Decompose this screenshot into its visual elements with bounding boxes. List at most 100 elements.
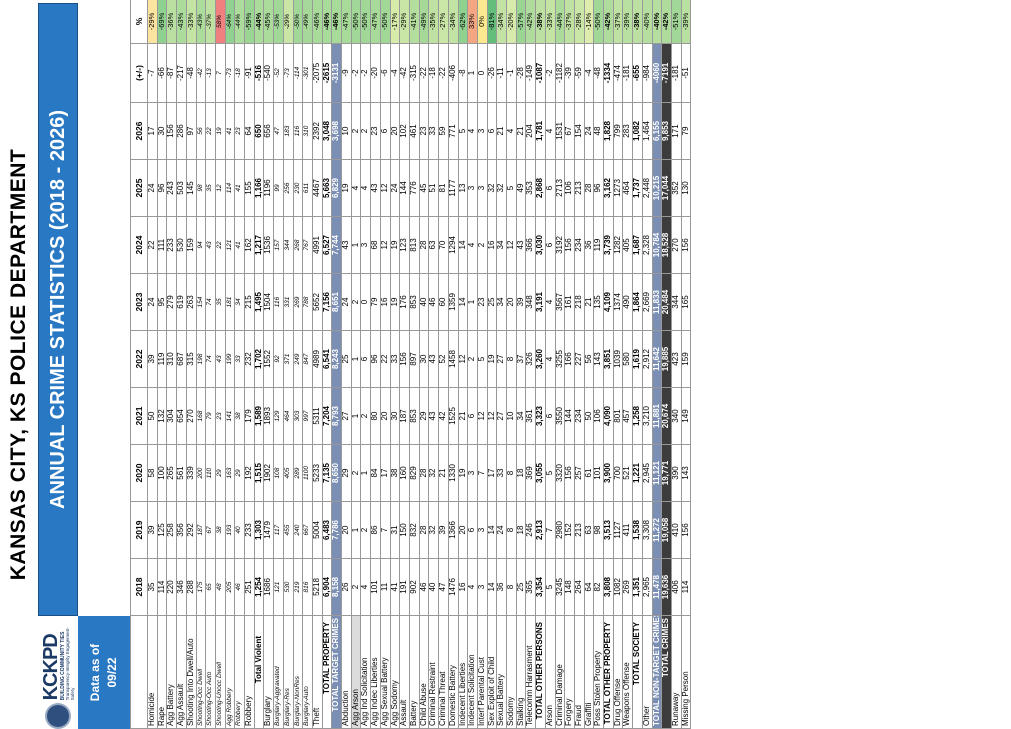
value-cell: 7,744 <box>331 216 342 274</box>
value-cell: 8,793 <box>331 387 342 445</box>
value-cell: 11,272 <box>652 501 662 559</box>
value-cell: 801 <box>613 387 623 445</box>
value-cell: 12 <box>477 387 488 445</box>
value-cell: 220 <box>166 558 177 616</box>
value-cell: 157 <box>273 216 284 274</box>
value-cell: 3 <box>477 159 488 217</box>
row-label: Shooting-Occ Dwell <box>196 615 206 729</box>
value-cell: 110 <box>205 444 216 502</box>
value-cell: 331 <box>283 273 294 331</box>
value-cell: 20,484 <box>661 273 672 331</box>
value-cell: 3,048 <box>322 102 332 160</box>
row-label: Robbery <box>234 615 245 729</box>
value-cell: 154 <box>574 102 585 160</box>
value-cell: 28 <box>419 444 429 502</box>
value-cell: 34 <box>496 273 507 331</box>
value-cell: 20 <box>506 273 517 331</box>
value-cell: 29 <box>215 444 226 502</box>
value-cell: 19 <box>458 444 468 502</box>
value-cell: 43 <box>428 330 439 388</box>
value-cell: 129 <box>273 387 284 445</box>
table-row: TOTAL PROPERTY 6,904 6,483 7,135 7,204 6,541 7… <box>322 0 332 729</box>
table-row: Domestic Battery 1476 1366 1330 1525 1458 1359… <box>448 0 458 729</box>
value-cell: 269 <box>293 273 303 331</box>
value-cell: 3,808 <box>603 558 614 616</box>
value-cell: 227 <box>574 330 585 388</box>
table-row: Assault 191 150 160 187 156 176 123 144 102 -42 -29… <box>399 0 410 729</box>
value-cell: 121 <box>225 216 235 274</box>
value-cell: 38 <box>390 444 400 502</box>
value-cell: 4 <box>545 330 556 388</box>
kckpd-logo: KCKPD BUILDING COMMUNITY TIES Transparen… <box>40 616 75 729</box>
change-cell: -48 <box>593 43 604 103</box>
value-cell: 125 <box>157 501 167 559</box>
value-cell: 5233 <box>312 444 323 502</box>
value-cell: 667 <box>302 501 313 559</box>
value-cell: 5311 <box>312 387 323 445</box>
value-cell: 132 <box>157 387 167 445</box>
value-cell: 561 <box>176 444 187 502</box>
percent-change-cell: -44% <box>254 0 264 44</box>
value-cell: 1,781 <box>535 102 546 160</box>
value-cell: 776 <box>409 159 420 217</box>
value-cell: 5 <box>458 102 468 160</box>
value-cell: 249 <box>293 330 303 388</box>
percent-change-cell: -42% <box>525 0 536 44</box>
percent-change-cell: -38% <box>632 0 643 44</box>
value-cell: 141 <box>225 387 235 445</box>
column-header: 2020 <box>130 444 148 502</box>
value-cell: 771 <box>448 102 458 160</box>
value-cell: 19,771 <box>661 444 672 502</box>
value-cell: 28 <box>584 159 594 217</box>
percent-change-cell: -46% <box>312 0 323 44</box>
table-row: Agg Arson 2 1 2 1 1 2 1 4 2 -2 -50% <box>351 0 361 729</box>
value-cell: 369 <box>525 444 536 502</box>
value-cell: 503 <box>176 159 187 217</box>
value-cell: 98 <box>593 501 604 559</box>
column-header: (+/-) <box>130 43 148 103</box>
value-cell: 4 <box>467 102 478 160</box>
value-cell: 19,636 <box>661 558 672 616</box>
change-cell: -301 <box>302 43 313 103</box>
change-cell: -8 <box>458 43 468 103</box>
value-cell: 200 <box>196 444 206 502</box>
value-cell: 74 <box>205 273 216 331</box>
value-cell: 2 <box>360 387 371 445</box>
value-cell: 5652 <box>312 273 323 331</box>
change-cell: -7191 <box>661 43 672 103</box>
table-row: Arson 5 7 5 6 4 4 6 6 4 -2 -33% <box>545 0 556 729</box>
change-cell: -2 <box>360 43 371 103</box>
value-cell: 829 <box>409 444 420 502</box>
value-cell: 5 <box>545 558 556 616</box>
value-cell: 1,217 <box>254 216 264 274</box>
change-cell: -66 <box>157 43 167 103</box>
row-label: Runaway <box>671 615 682 729</box>
value-cell: 1,737 <box>632 159 643 217</box>
value-cell: 2,328 <box>642 216 653 274</box>
value-cell: 5 <box>506 159 517 217</box>
value-cell: 4 <box>360 558 371 616</box>
value-cell: 256 <box>283 159 294 217</box>
change-cell: -4060 <box>652 43 662 103</box>
value-cell: 35 <box>215 273 226 331</box>
value-cell: 3,308 <box>642 501 653 559</box>
value-cell: 38 <box>215 501 226 559</box>
value-cell: 232 <box>244 330 255 388</box>
value-cell: 233 <box>166 216 177 274</box>
percent-change-cell: -62% <box>458 0 468 44</box>
percent-change-cell: -33% <box>186 0 197 44</box>
change-cell: -984 <box>642 43 653 103</box>
percent-change-cell: -17% <box>390 0 400 44</box>
value-cell: 6 <box>467 501 478 559</box>
value-cell: 41 <box>234 216 245 274</box>
value-cell: 192 <box>244 444 255 502</box>
value-cell: 490 <box>622 273 633 331</box>
value-cell: 348 <box>525 273 536 331</box>
value-cell: 159 <box>681 330 691 388</box>
value-cell: 135 <box>593 273 604 331</box>
value-cell: 40 <box>428 558 439 616</box>
row-label: Shooting-Unocc Dwell <box>215 615 226 729</box>
value-cell: 6 <box>545 159 556 217</box>
value-cell: 2,913 <box>535 501 546 559</box>
value-cell: 156 <box>564 216 575 274</box>
